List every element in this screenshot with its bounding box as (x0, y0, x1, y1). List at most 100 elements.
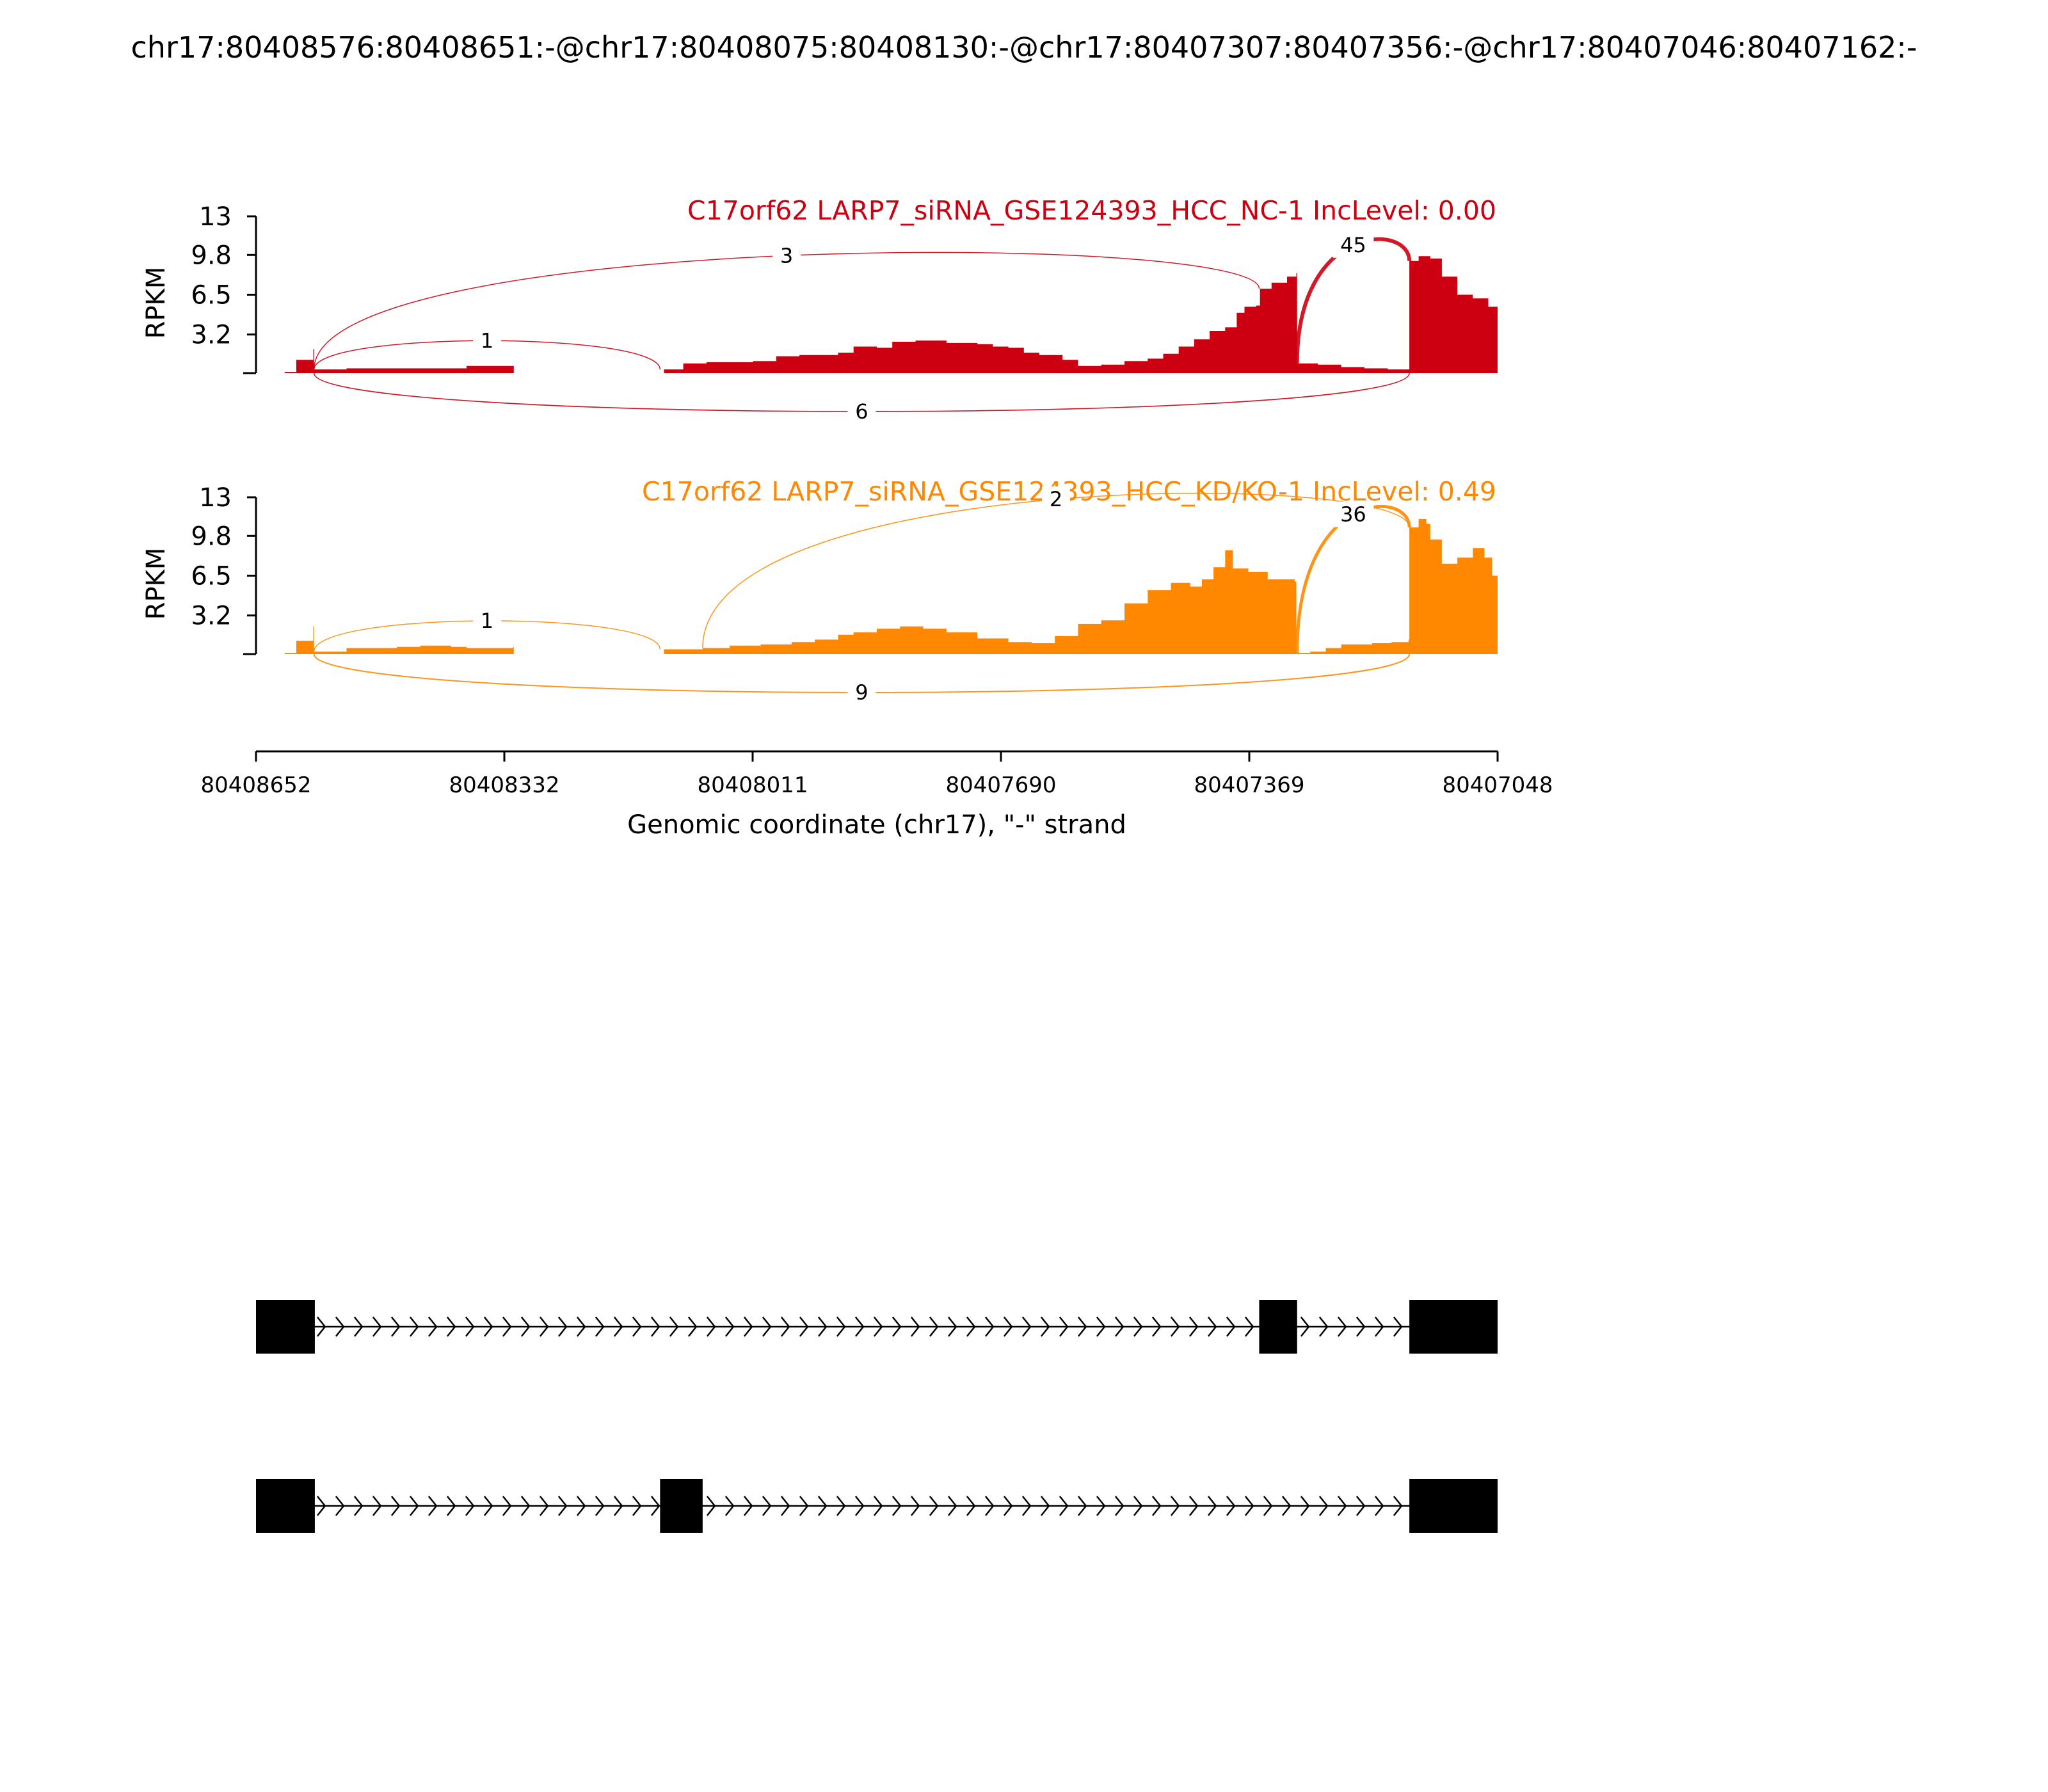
x-tick-label: 80408652 (200, 772, 311, 798)
strand-arrow (650, 1496, 660, 1516)
strand-arrow (446, 1496, 456, 1516)
y-axis-label: RPKM (141, 267, 171, 339)
strand-arrow (706, 1316, 716, 1337)
strand-arrow (1207, 1316, 1217, 1337)
strand-arrow (353, 1316, 364, 1337)
junction-count-box (847, 680, 876, 705)
strand-arrow (1244, 1316, 1254, 1337)
strand-arrow (1244, 1496, 1254, 1516)
exon-block (1409, 1479, 1498, 1533)
strand-arrow (799, 1316, 809, 1337)
strand-arrow (632, 1316, 642, 1337)
junction-count: 6 (855, 399, 868, 424)
strand-arrow (947, 1496, 957, 1516)
strand-arrow (446, 1316, 456, 1337)
strand-arrow (613, 1496, 623, 1516)
isoform-2 (256, 1479, 1498, 1533)
strand-arrow (706, 1496, 716, 1516)
y-tick-label: 6.5 (191, 281, 232, 310)
strand-arrow (595, 1496, 605, 1516)
strand-arrow (873, 1316, 883, 1337)
strand-arrow (669, 1316, 679, 1337)
junction-count: 1 (481, 328, 493, 353)
strand-arrow (817, 1316, 828, 1337)
strand-arrow (1133, 1496, 1143, 1516)
strand-arrow (1300, 1316, 1310, 1337)
strand-arrow (1040, 1316, 1050, 1337)
junction-count: 9 (855, 680, 868, 705)
y-tick-label: 13 (199, 202, 232, 232)
strand-arrow (687, 1316, 698, 1337)
strand-arrow (1318, 1316, 1329, 1337)
exon-block (256, 1300, 315, 1354)
strand-arrow (335, 1316, 345, 1337)
strand-arrow (966, 1496, 976, 1516)
strand-arrow (1318, 1496, 1329, 1516)
x-tick-label: 80407369 (1194, 772, 1304, 798)
junction-count-box (473, 328, 502, 354)
strand-arrow (520, 1496, 531, 1516)
strand-arrow (724, 1496, 735, 1516)
strand-arrow (762, 1316, 772, 1337)
strand-arrow (1356, 1496, 1366, 1516)
strand-arrow (576, 1496, 586, 1516)
strand-arrow (465, 1496, 475, 1516)
strand-arrow (632, 1496, 642, 1516)
strand-arrow (1393, 1316, 1403, 1337)
strand-arrow (947, 1316, 957, 1337)
strand-arrow (520, 1316, 531, 1337)
strand-arrow (984, 1316, 995, 1337)
junction-count-box (1332, 501, 1374, 527)
strand-arrow (1207, 1496, 1217, 1516)
strand-arrow (1226, 1496, 1236, 1516)
strand-arrow (724, 1316, 735, 1337)
strand-arrow (1337, 1316, 1347, 1337)
strand-arrow (1356, 1316, 1366, 1337)
strand-arrow (1170, 1316, 1180, 1337)
strand-arrow (780, 1496, 790, 1516)
strand-arrow (613, 1316, 623, 1337)
isoform-track (256, 1300, 1498, 1533)
strand-arrow (502, 1316, 512, 1337)
coverage-area (284, 518, 1498, 654)
exon-block (1259, 1300, 1297, 1354)
junction-count-box (473, 607, 502, 634)
exon-block (660, 1479, 703, 1533)
x-axis-label: Genomic coordinate (chr17), "-" strand (627, 810, 1126, 840)
junction-count: 2 (1050, 487, 1062, 511)
strand-arrow (372, 1496, 382, 1516)
strand-arrow (1300, 1496, 1310, 1516)
strand-arrow (892, 1316, 902, 1337)
x-tick-label: 80408332 (449, 772, 559, 798)
strand-arrow (836, 1496, 846, 1516)
strand-arrow (1226, 1316, 1236, 1337)
strand-arrow (1263, 1496, 1273, 1516)
strand-arrow (817, 1496, 828, 1516)
strand-arrow (1096, 1496, 1106, 1516)
strand-arrow (353, 1496, 364, 1516)
strand-arrow (1151, 1316, 1162, 1337)
strand-arrow (557, 1496, 568, 1516)
strand-arrow (1003, 1316, 1013, 1337)
strand-arrow (483, 1496, 493, 1516)
strand-arrow (1281, 1496, 1292, 1516)
strand-arrow (1040, 1496, 1050, 1516)
y-axis-label: RPKM (141, 548, 171, 620)
strand-arrow (1188, 1496, 1199, 1516)
strand-arrow (1077, 1316, 1087, 1337)
junction-arc (313, 252, 1260, 370)
strand-arrow (929, 1496, 939, 1516)
junction-count-box (772, 243, 801, 269)
strand-arrow (873, 1496, 883, 1516)
strand-arrow (409, 1496, 419, 1516)
panel-label: C17orf62 LARP7_siRNA_GSE124393_HCC_NC-1 … (687, 195, 1496, 226)
exon-block (1409, 1300, 1498, 1354)
junction-count-box (1041, 486, 1070, 513)
strand-arrow (780, 1316, 790, 1337)
junction-arc (702, 492, 1410, 648)
strand-arrow (836, 1316, 846, 1337)
x-tick-label: 80408011 (697, 772, 808, 798)
